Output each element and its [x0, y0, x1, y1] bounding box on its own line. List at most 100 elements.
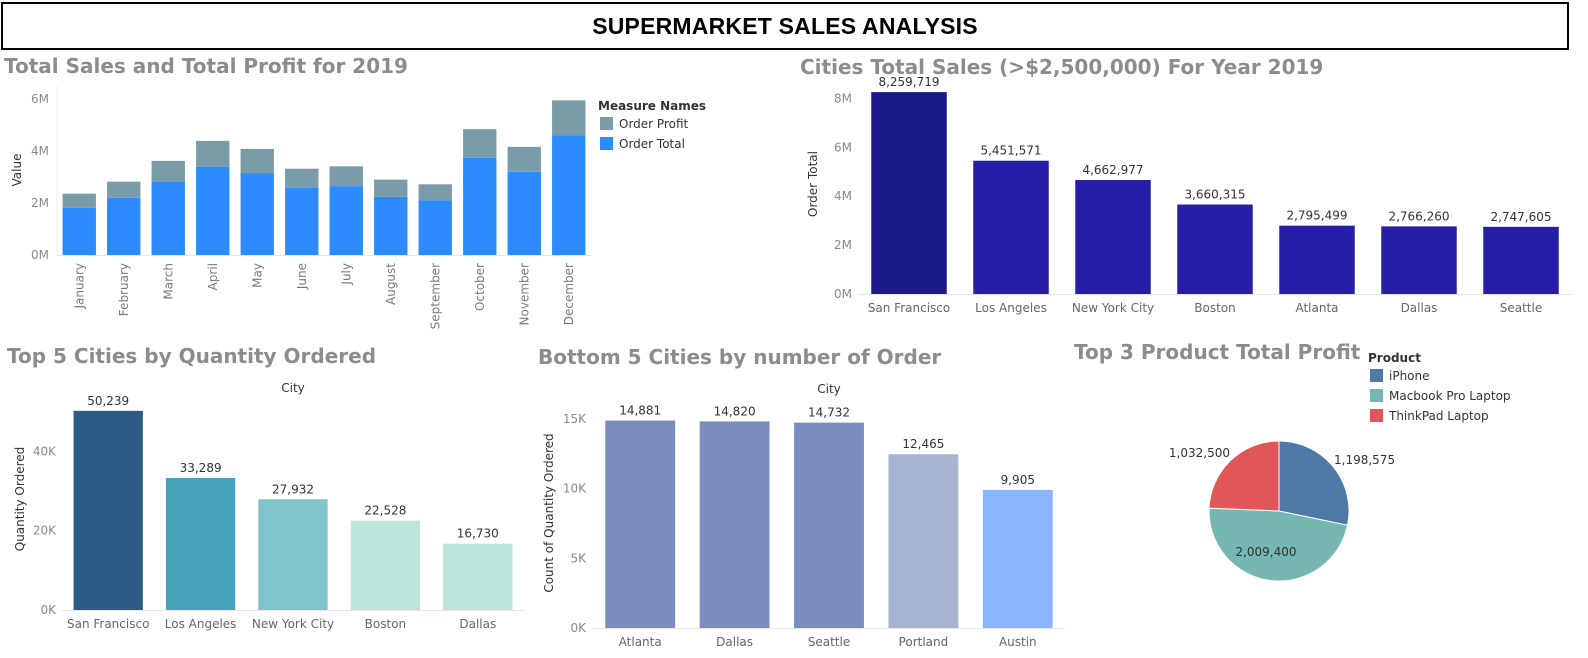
- y-tick-label: 5K: [570, 551, 587, 565]
- x-tick-label-atlanta: Atlanta: [1295, 301, 1338, 315]
- x-tick-label-dallas: Dallas: [716, 635, 753, 649]
- legend-swatch-order-profit: [600, 117, 613, 130]
- bar-order-total-october: [463, 157, 497, 255]
- y-axis-title: Count of Quantity Ordered: [542, 433, 556, 592]
- legend-swatch-macbook-pro-laptop: [1370, 389, 1383, 402]
- x-tick-label-june: June: [295, 263, 309, 290]
- dashboard-title-banner: SUPERMARKET SALES ANALYSIS: [1, 2, 1569, 50]
- x-tick-label-january: January: [72, 263, 86, 310]
- data-label-seattle: 14,732: [808, 406, 850, 420]
- bar-new-york-city: [1075, 180, 1151, 294]
- x-tick-label-april: April: [206, 263, 220, 290]
- x-tick-label-boston: Boston: [1194, 301, 1235, 315]
- bar-order-profit-september: [418, 184, 452, 201]
- data-label-atlanta: 14,881: [619, 404, 661, 418]
- cities-chart-title: Cities Total Sales (>$2,500,000) For Yea…: [800, 55, 1324, 79]
- y-tick-label: 40K: [33, 444, 57, 458]
- x-tick-label-new-york-city: New York City: [1072, 301, 1154, 315]
- x-tick-label-seattle: Seattle: [1500, 301, 1542, 315]
- x-tick-label-austin: Austin: [999, 635, 1037, 649]
- x-tick-label-july: July: [339, 263, 353, 286]
- x-tick-label-portland: Portland: [899, 635, 949, 649]
- y-tick-label: 0M: [31, 248, 49, 262]
- bar-order-total-november: [507, 171, 541, 255]
- bar-order-profit-february: [107, 181, 141, 198]
- data-label-new-york-city: 4,662,977: [1082, 163, 1143, 177]
- x-tick-label-los-angeles: Los Angeles: [165, 617, 237, 631]
- bar-dallas: [699, 421, 770, 628]
- data-label-seattle: 2,747,605: [1490, 210, 1551, 224]
- bar-order-total-december: [552, 135, 586, 255]
- bar-order-profit-november: [507, 146, 541, 172]
- legend-label-order-profit: Order Profit: [619, 117, 689, 131]
- column-header-label: City: [281, 381, 305, 395]
- y-tick-label: 4M: [31, 144, 49, 158]
- data-label-dallas: 2,766,260: [1388, 209, 1449, 223]
- x-tick-label-december: December: [562, 263, 576, 325]
- legend-swatch-iphone: [1370, 369, 1383, 382]
- data-label-boston: 22,528: [364, 504, 406, 518]
- x-tick-label-san-francisco: San Francisco: [67, 617, 149, 631]
- bar-order-profit-december: [552, 100, 586, 136]
- bar-austin: [982, 489, 1053, 628]
- bar-portland: [888, 454, 959, 628]
- bar-order-profit-june: [285, 168, 319, 188]
- bar-order-total-march: [151, 181, 185, 255]
- data-label-san-francisco: 50,239: [87, 394, 129, 408]
- data-label-dallas: 16,730: [457, 527, 499, 541]
- legend-label-iphone: iPhone: [1389, 369, 1430, 383]
- x-tick-label-november: November: [517, 263, 531, 325]
- bar-seattle: [1483, 226, 1559, 294]
- bar-san-francisco: [871, 92, 947, 294]
- data-label-atlanta: 2,795,499: [1286, 209, 1347, 223]
- y-axis-title: Quantity Ordered: [13, 447, 27, 552]
- bar-order-total-june: [285, 187, 319, 255]
- legend-label-order-total: Order Total: [619, 137, 685, 151]
- column-header-label: City: [817, 382, 841, 396]
- x-tick-label-august: August: [384, 263, 398, 305]
- y-tick-label: 0M: [834, 287, 852, 301]
- legend-title: Product: [1368, 351, 1421, 365]
- x-tick-label-san-francisco: San Francisco: [868, 301, 950, 315]
- y-tick-label: 0K: [570, 621, 587, 635]
- x-tick-label-atlanta: Atlanta: [619, 635, 662, 649]
- bar-san-francisco: [73, 410, 143, 610]
- pie-label-iphone: 1,198,575: [1334, 453, 1395, 467]
- legend-title: Measure Names: [598, 99, 706, 113]
- bar-order-profit-october: [463, 129, 497, 158]
- legend-label-thinkpad-laptop: ThinkPad Laptop: [1388, 409, 1489, 423]
- x-tick-label-dallas: Dallas: [1401, 301, 1438, 315]
- bar-order-total-january: [62, 207, 96, 255]
- x-tick-label-march: March: [161, 263, 175, 300]
- monthly-chart-title: Total Sales and Total Profit for 2019: [4, 54, 408, 78]
- y-tick-label: 15K: [563, 412, 587, 426]
- bar-dallas: [443, 543, 513, 610]
- data-label-dallas: 14,820: [714, 404, 756, 418]
- bar-boston: [1177, 204, 1253, 294]
- y-tick-label: 8M: [834, 91, 852, 105]
- x-tick-label-october: October: [473, 263, 487, 311]
- bar-atlanta: [1279, 225, 1355, 294]
- data-label-san-francisco: 8,259,719: [878, 75, 939, 89]
- data-label-los-angeles: 5,451,571: [980, 144, 1041, 158]
- bar-los-angeles: [973, 160, 1049, 294]
- x-tick-label-september: September: [428, 263, 442, 329]
- x-tick-label-dallas: Dallas: [459, 617, 496, 631]
- bar-boston: [350, 520, 421, 610]
- x-tick-label-new-york-city: New York City: [252, 617, 334, 631]
- x-tick-label-seattle: Seattle: [808, 635, 850, 649]
- y-axis-title: Value: [10, 154, 24, 187]
- bottom5-chart-title: Bottom 5 Cities by number of Order: [538, 345, 942, 369]
- data-label-boston: 3,660,315: [1184, 188, 1245, 202]
- y-axis-title: Order Total: [806, 151, 820, 217]
- data-label-portland: 12,465: [902, 437, 944, 451]
- bar-order-total-february: [107, 197, 141, 255]
- bar-order-total-august: [374, 196, 408, 255]
- pie-slice-macbook-pro-laptop: [1208, 507, 1349, 582]
- bar-order-profit-may: [240, 148, 274, 174]
- bar-order-total-may: [240, 173, 274, 255]
